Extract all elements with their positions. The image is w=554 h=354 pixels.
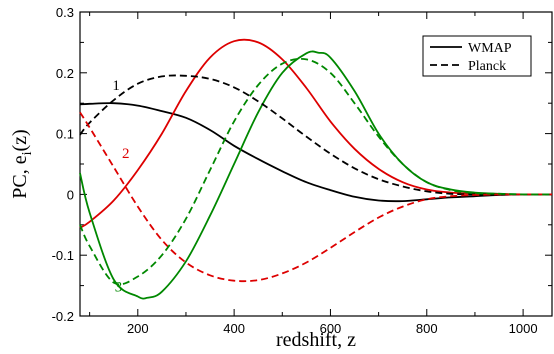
series-line-planck-pc1 xyxy=(79,74,552,196)
y-axis-title-suffix: (z) xyxy=(9,129,31,151)
series-layer xyxy=(79,38,553,300)
x-tick-label: 800 xyxy=(416,321,438,336)
legend-label-planck: Planck xyxy=(468,59,506,74)
x-tick-label: 1000 xyxy=(509,321,538,336)
x-tick-label: 200 xyxy=(127,321,149,336)
y-tick-label: -0.2 xyxy=(52,309,74,324)
series-line-wmap-pc2 xyxy=(79,38,552,229)
y-tick-label: 0.2 xyxy=(56,66,74,81)
y-tick-label: 0 xyxy=(67,187,74,202)
legend: WMAP Planck xyxy=(422,35,532,77)
series-line-wmap-pc1 xyxy=(79,102,553,203)
y-axis-title: PC, ei(z) xyxy=(9,129,35,198)
annotation-label: 2 xyxy=(122,146,130,162)
series-line-planck-pc2 xyxy=(79,111,552,283)
y-axis-title-subscript: i xyxy=(20,151,35,155)
legend-box xyxy=(422,35,532,77)
annotation-label: 1 xyxy=(112,78,120,94)
y-tick-label: -0.1 xyxy=(52,248,74,263)
series-line-planck-pc3 xyxy=(79,57,553,286)
annotations: 1 2 3 xyxy=(112,78,129,296)
x-tick-label: 400 xyxy=(223,321,245,336)
y-tick-label: 0.3 xyxy=(56,5,74,20)
axis-ticks: 200 400 600 800 1000 -0.2 -0.1 0 0.1 0.2 0.3 xyxy=(52,5,552,336)
legend-label-wmap: WMAP xyxy=(468,41,512,56)
annotation-label: 3 xyxy=(115,280,123,296)
y-axis-title-main: PC, e xyxy=(9,155,31,198)
series-line-wmap-pc3 xyxy=(79,50,553,300)
x-tick-label: 600 xyxy=(320,321,342,336)
x-axis-title: redshift, z xyxy=(276,329,356,351)
y-tick-label: 0.1 xyxy=(56,127,74,142)
